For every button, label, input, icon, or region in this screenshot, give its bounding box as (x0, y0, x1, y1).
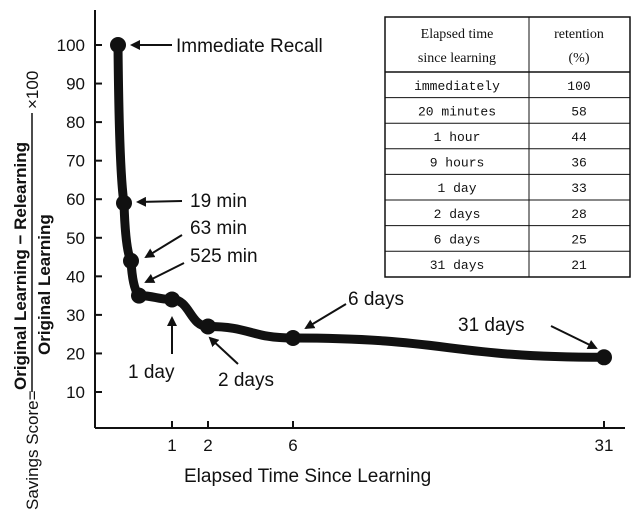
table-cell-elapsed: 1 hour (434, 130, 481, 145)
x-tick-label: 1 (167, 436, 176, 455)
annotation-19-min: 19 min (190, 191, 247, 212)
table-cell-elapsed: immediately (414, 79, 500, 94)
table-header-elapsed-line1: Elapsed time (421, 27, 494, 42)
arrow-63-min (144, 234, 183, 259)
table-cell-retention: 21 (571, 258, 587, 273)
table-header-retention-line1: retention (554, 27, 604, 42)
annotation-6-days: 6 days (348, 289, 404, 310)
table-cell-elapsed: 6 days (434, 232, 481, 247)
y-tick-label: 20 (66, 344, 85, 363)
y-label-numerator: Original Learning − Relearning (11, 142, 30, 390)
data-point (116, 195, 132, 212)
table-cell-elapsed: 20 minutes (418, 104, 496, 119)
table-cell-retention: 36 (571, 156, 587, 171)
table-cell-retention: 58 (571, 104, 587, 119)
table-cell-retention: 44 (571, 130, 587, 145)
x-axis-label: Elapsed Time Since Learning (184, 466, 431, 487)
x-tick-label: 6 (288, 436, 297, 455)
annotation-63-min: 63 min (190, 218, 247, 239)
data-point (164, 291, 180, 308)
data-point (110, 37, 126, 53)
y-axis-label: Savings Score= Original Learning − Relea… (11, 71, 54, 510)
x-tick-label: 31 (595, 436, 614, 455)
table-header-retention-line2: (%) (569, 51, 590, 66)
arrow-525-min (144, 262, 185, 283)
table-cell-retention: 25 (571, 232, 587, 247)
annotation-1-day: 1 day (128, 362, 175, 383)
table-border (384, 16, 631, 278)
arrow-19-min (136, 196, 183, 207)
table-header-elapsed-line2: since learning (418, 51, 496, 66)
table-cell-elapsed: 9 hours (430, 156, 485, 171)
table-cell-elapsed: 31 days (430, 258, 485, 273)
data-point (131, 287, 147, 304)
arrow-6-days (304, 303, 347, 330)
table-cell-elapsed: 2 days (434, 207, 481, 222)
table-cell-retention: 100 (567, 79, 590, 94)
y-tick-label: 40 (66, 267, 85, 286)
data-point (285, 330, 301, 347)
y-label-prefix: Savings Score= (23, 390, 42, 510)
table-cell-elapsed: 1 day (437, 181, 476, 196)
y-label-denominator: Original Learning (35, 214, 54, 355)
table-cell-retention: 28 (571, 207, 587, 222)
y-tick-label: 80 (66, 113, 85, 132)
x-tick-label: 2 (203, 436, 212, 455)
y-tick-label: 100 (57, 36, 85, 55)
y-tick-label: 10 (66, 383, 85, 402)
annotation-31-days: 31 days (458, 315, 525, 336)
data-points (110, 37, 612, 366)
y-tick-label: 50 (66, 229, 85, 248)
x-ticks: 1 2 6 31 (167, 421, 613, 455)
annotation-2-days: 2 days (218, 370, 274, 391)
annotation-525-min: 525 min (190, 246, 258, 267)
annotation-immediate-recall: Immediate Recall (176, 36, 323, 57)
data-point (596, 349, 612, 366)
arrow-31-days (550, 325, 598, 349)
y-ticks: 10 20 30 40 50 60 70 80 90 100 (57, 36, 102, 402)
data-point (200, 318, 216, 335)
y-tick-label: 60 (66, 190, 85, 209)
y-label-suffix: ×100 (23, 71, 42, 109)
data-point (123, 252, 139, 269)
table-rows: immediately 100 20 minutes 58 1 hour 44 9 hour… (385, 79, 630, 273)
y-tick-label: 70 (66, 152, 85, 171)
arrow-2-days (208, 336, 239, 365)
table-cell-retention: 33 (571, 181, 587, 196)
y-tick-label: 30 (66, 306, 85, 325)
y-tick-label: 90 (66, 75, 85, 94)
retention-table: Elapsed time since learning retention (%… (384, 16, 631, 278)
